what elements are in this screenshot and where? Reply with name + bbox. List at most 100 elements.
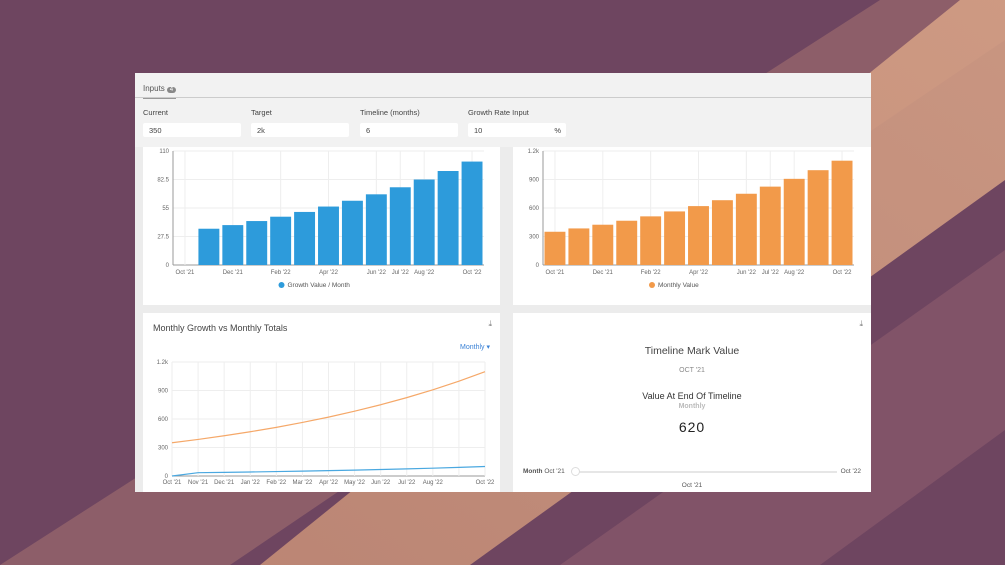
tab-inputs[interactable]: Inputs 4 [143, 84, 177, 99]
bar [222, 225, 244, 265]
legend-marker [278, 282, 285, 288]
y-tick-label: 0 [166, 263, 170, 269]
bar [640, 216, 662, 265]
y-tick-label: 82.5 [157, 178, 169, 184]
period-dropdown-value: Monthly [460, 344, 485, 351]
x-tick-label: Dec '21 [214, 480, 235, 486]
bar [735, 193, 757, 265]
bar [568, 228, 590, 265]
y-tick-label: 900 [529, 178, 540, 184]
bar [198, 228, 220, 265]
bar [413, 179, 435, 265]
bar [461, 161, 483, 265]
download-icon[interactable]: ⤓ [859, 319, 863, 328]
bar [616, 220, 638, 265]
bar [389, 187, 411, 265]
y-tick-label: 300 [158, 446, 169, 452]
tab-divider [135, 97, 871, 98]
x-tick-label: Apr '22 [689, 270, 708, 276]
x-tick-label: Oct '21 [163, 480, 182, 486]
bar [592, 224, 614, 265]
bar [688, 206, 709, 265]
bar [365, 194, 387, 265]
bar [437, 171, 459, 265]
x-tick-label: Jun '22 [371, 480, 391, 486]
x-tick-label: Nov '21 [188, 480, 209, 486]
growth-bar-chart: 0 27.5 55 82.5 110 Oct '21 Dec '21 Feb '22 Apr '… [157, 149, 484, 289]
x-tick-label: Jun '22 [367, 270, 387, 276]
x-tick-label: Oct '21 [546, 270, 565, 276]
bar [318, 206, 339, 265]
y-tick-label: 27.5 [157, 235, 169, 241]
growth-rate-input[interactable]: 10% [468, 123, 566, 137]
x-tick-label: Aug '22 [414, 270, 435, 276]
kpi-period: Monthly [678, 403, 706, 410]
legend-label: Monthly Value [658, 282, 699, 289]
x-tick-label: Jul '22 [392, 270, 410, 276]
kpi-date: OCT '21 [679, 367, 705, 374]
x-tick-label: Dec '21 [223, 270, 244, 276]
bar [759, 186, 781, 265]
x-tick-label: Oct '22 [833, 270, 852, 276]
x-tick-label: Aug '22 [784, 270, 805, 276]
x-tick-label: Apr '22 [319, 480, 338, 486]
download-icon[interactable]: ⤓ [488, 319, 492, 328]
x-tick-label: Jun '22 [737, 270, 757, 276]
growth-rate-label: Growth Rate Input [468, 108, 529, 117]
growth-rate-field: Growth Rate Input 10% [468, 108, 566, 137]
slider-label-group: Month Oct '21 [523, 468, 565, 475]
bar [711, 200, 733, 265]
legend-marker [649, 282, 655, 288]
month-slider-thumb[interactable] [571, 467, 580, 476]
kpi-subtitle: Value At End Of Timeline [642, 391, 742, 401]
timeline-input[interactable]: 6 [360, 123, 458, 137]
y-tick-label: 600 [529, 206, 540, 212]
bar [270, 216, 292, 265]
target-input[interactable]: 2k [251, 123, 349, 137]
x-tick-label: Jan '22 [241, 480, 261, 486]
kpi-card: ⤓ Timeline Mark Value OCT '21 Value At E… [513, 313, 871, 492]
y-tick-label: 1.2k [157, 360, 169, 366]
growth-line [171, 465, 486, 477]
line-chart-title: Monthly Growth vs Monthly Totals [153, 323, 288, 333]
x-tick-label: Dec '21 [593, 270, 614, 276]
chevron-down-icon: ▾ [486, 344, 490, 351]
current-input[interactable]: 350 [143, 123, 241, 137]
current-field: Current 350 [143, 108, 241, 137]
bar [341, 200, 363, 265]
timeline-label: Timeline (months) [360, 108, 420, 117]
tab-count-badge: 4 [166, 87, 177, 93]
bar [246, 221, 268, 265]
percent-suffix: % [554, 126, 561, 135]
y-tick-label: 300 [529, 235, 540, 241]
legend-label: Growth Value / Month [288, 282, 351, 289]
x-tick-label: Oct '22 [476, 480, 495, 486]
y-tick-label: 900 [158, 389, 169, 395]
y-tick-label: 55 [162, 206, 169, 212]
kpi-title: Timeline Mark Value [644, 345, 740, 357]
x-tick-label: Oct '21 [176, 270, 195, 276]
growth-rate-value: 10 [474, 126, 483, 135]
x-tick-label: Oct '22 [463, 270, 482, 276]
bar [783, 178, 805, 265]
slider-start: Oct '21 [544, 468, 565, 475]
bar [807, 170, 829, 265]
x-tick-label: Feb '22 [266, 480, 286, 486]
y-tick-label: 0 [536, 263, 540, 269]
monthly-bar-card: 0 300 600 900 1.2k Oct '21 Dec '21 Feb '22 Apr '… [513, 147, 871, 305]
x-tick-label: Jul '22 [762, 270, 780, 276]
timeline-field: Timeline (months) 6 [360, 108, 458, 137]
y-tick-label: 110 [159, 149, 169, 155]
bar [544, 231, 566, 265]
period-dropdown[interactable]: Monthly ▾ [460, 343, 490, 351]
dashboard-window: Inputs 4 Current 350 Target 2k Timeline (mo… [135, 73, 871, 492]
month-slider-track[interactable] [571, 467, 837, 476]
slider-label: Month [523, 468, 543, 475]
tab-label: Inputs [143, 84, 165, 93]
inputs-panel: Inputs 4 Current 350 Target 2k Timeline (mo… [135, 73, 871, 147]
bar [831, 160, 853, 265]
current-label: Current [143, 108, 169, 117]
monthly-bar-chart: 0 300 600 900 1.2k Oct '21 Dec '21 Feb '22 Apr '… [528, 149, 854, 289]
x-tick-label: Apr '22 [319, 270, 338, 276]
x-tick-label: Aug '22 [423, 480, 444, 486]
